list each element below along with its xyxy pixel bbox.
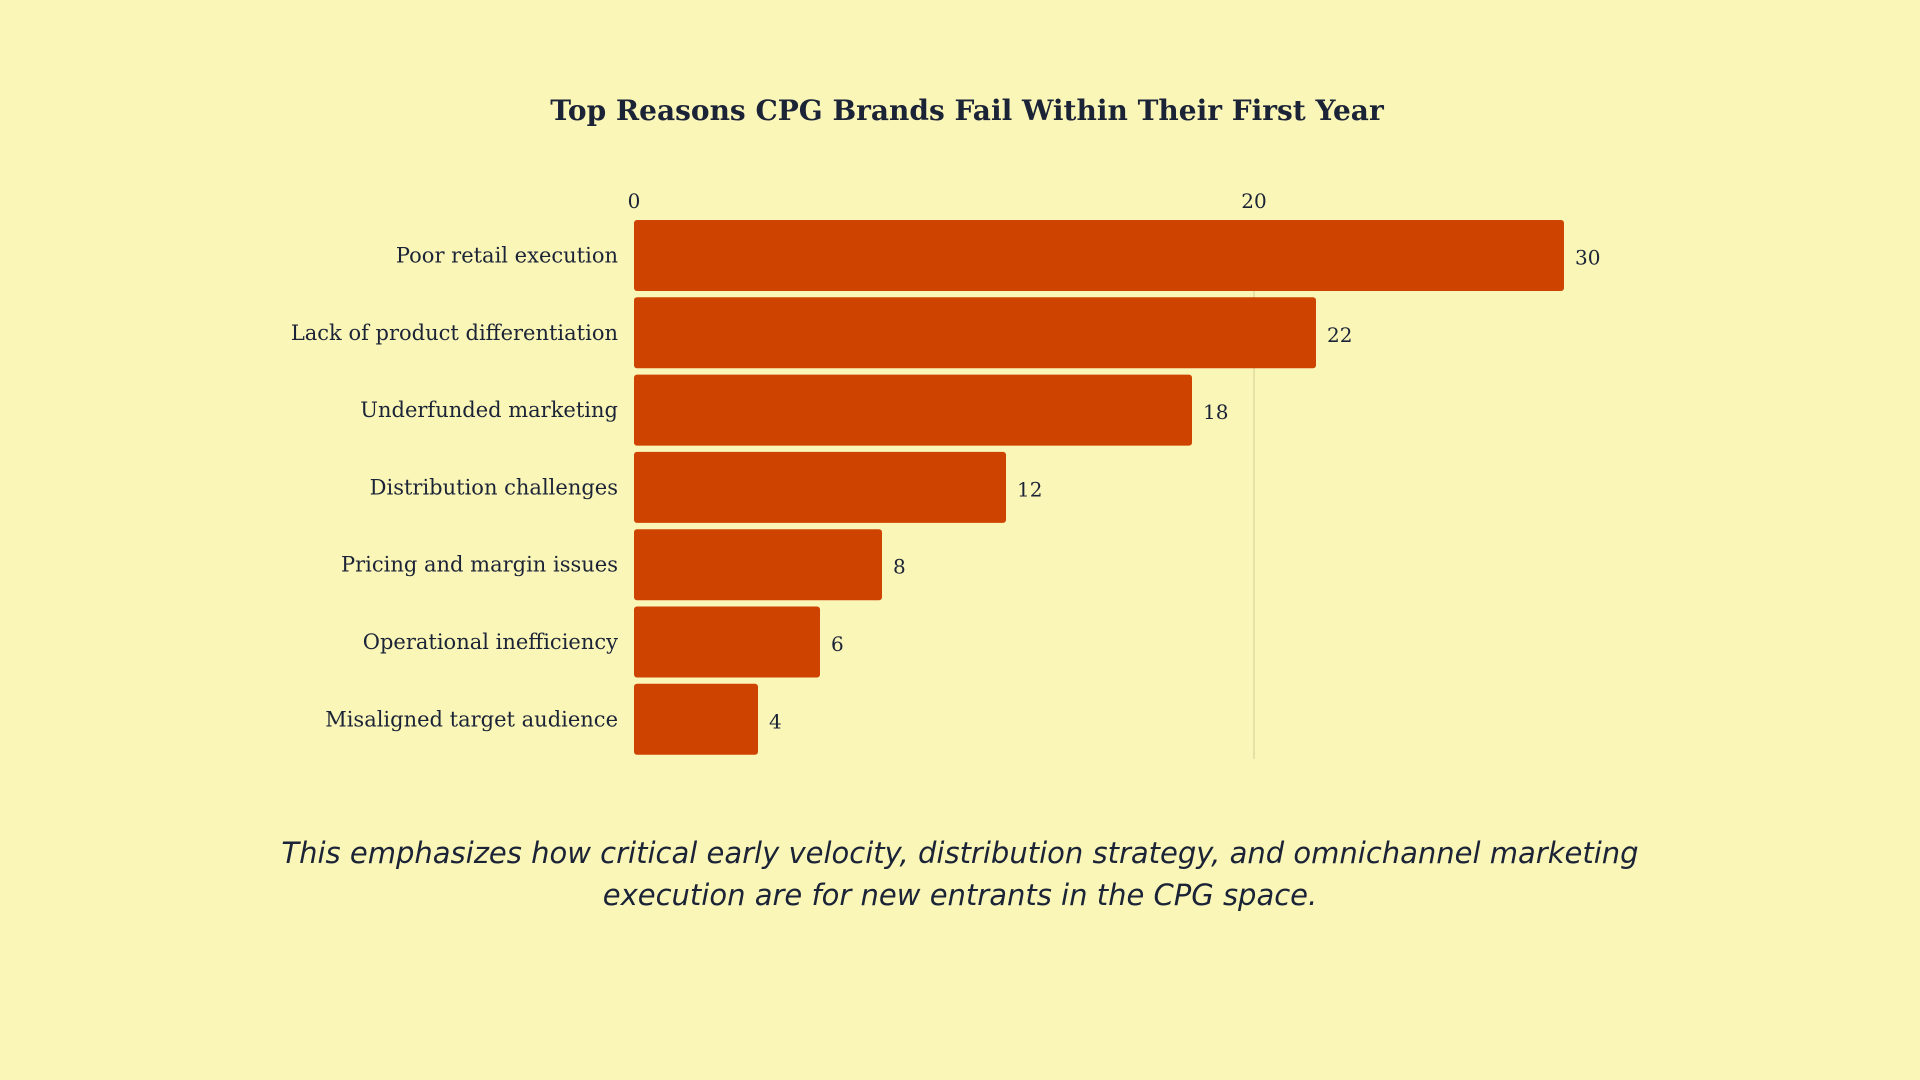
value-label: 30 [1575,246,1600,270]
value-label: 22 [1327,323,1352,347]
value-label: 8 [893,555,906,579]
value-labels: 30 22 18 12 8 6 4 [769,246,1600,734]
bar [634,451,1006,523]
bar [634,297,1316,369]
category-label: Distribution challenges [370,475,618,499]
chart-caption: This emphasizes how critical early veloc… [281,836,1639,912]
bar [634,683,758,755]
value-label: 12 [1017,477,1042,501]
value-label: 6 [831,632,844,656]
category-label: Poor retail execution [396,244,618,268]
category-label: Pricing and margin issues [341,553,618,577]
bar [634,374,1192,446]
category-label: Lack of product differentiation [291,321,618,345]
chart-title: Top Reasons CPG Brands Fail Within Their… [550,94,1385,127]
value-label: 4 [769,709,782,733]
bar [634,606,820,678]
x-tick-label: 20 [1241,189,1266,213]
bar [634,529,882,601]
x-tick-label: 0 [628,189,641,213]
category-label: Operational inefficiency [363,630,618,654]
category-label: Underfunded marketing [360,398,618,422]
bar [634,220,1564,291]
category-labels: Poor retail execution Lack of product dif… [291,244,618,732]
bars [634,220,1564,755]
value-label: 18 [1203,400,1228,424]
category-label: Misaligned target audience [325,707,618,731]
x-axis-ticks: 0 20 [628,189,1267,213]
